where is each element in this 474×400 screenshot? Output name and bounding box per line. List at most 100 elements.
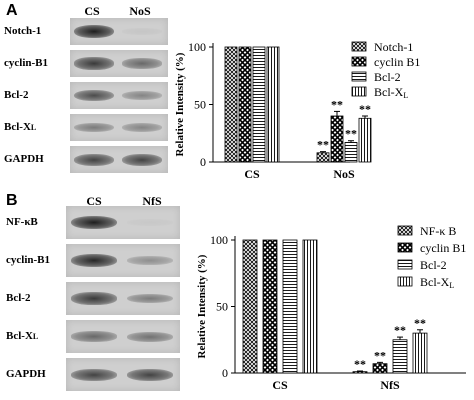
lane-label-nfs: NfS [142,194,162,208]
blot-band [74,89,114,102]
y-tick-label: 50 [194,98,206,112]
bar-cs-bcl-xl [302,239,318,374]
bar-nfs-bcl-xl [412,332,428,374]
blot-strip-cyclin-b1 [66,244,180,277]
western-blot-a: CS NoS Notch-1 cyclin-B1 Bcl-2 Bcl-XL GAPDH [0,0,170,190]
blot-label-gapdh: GAPDH [4,152,44,165]
significance-mark: ** [331,97,343,111]
legend-swatch [351,71,367,82]
significance-mark: ** [354,357,366,371]
significance-mark: ** [374,348,386,362]
bar-nos-cyclin-b1 [330,115,344,163]
blot-band [122,153,162,166]
blot-band [122,122,162,133]
x-tick-label-cs: CS [244,167,260,181]
blot-band [122,90,162,101]
bar-nos-bcl-2 [344,142,358,163]
y-tick-label: 50 [216,300,228,314]
blot-label-notch-1: Notch-1 [4,24,42,37]
bar-nfs-bcl-2 [392,339,408,374]
legend-label-nf-b: NF-κ B [420,224,456,238]
x-tick-label-nos: NoS [333,167,355,181]
bar-nos-notch-1 [316,152,330,163]
blot-strip-bcl-2 [66,282,180,315]
significance-mark: ** [345,127,357,141]
blot-label-cyclin-b1: cyclin-B1 [4,56,48,69]
legend-label-bcl-2: Bcl-2 [420,258,447,272]
x-tick-label-nfs: NfS [380,378,400,392]
y-tick-label: 100 [188,40,206,54]
blot-label-gapdh: GAPDH [6,367,46,380]
y-tick-label: 100 [210,233,228,247]
blot-band [74,153,114,166]
blot-strip-notch-1 [70,18,168,45]
bar-cs-notch-1 [224,46,238,163]
blot-band [74,24,114,39]
legend-label-cyclin-b1: cyclin B1 [420,241,466,255]
panel-letter: B [6,192,18,209]
blot-band [71,368,117,381]
legend-swatch [397,276,413,287]
lane-label-nos: NoS [129,4,151,18]
legend-swatch [351,86,367,97]
blot-band [127,368,173,381]
blot-strip-bcl-2 [70,82,168,109]
blot-band [71,292,117,305]
blot-label-cyclin-b1: cyclin-B1 [6,253,50,266]
blot-label-bcl-xl: Bcl-XL [6,329,39,342]
significance-mark: ** [359,102,371,116]
bar-cs-cyclin-b1 [262,239,278,374]
blot-band [127,331,173,342]
blot-band [127,293,173,304]
panel-letter: A [6,2,18,19]
blot-band [71,253,117,268]
y-axis-label: Relative Intensity (%) [174,52,186,156]
legend-label-bcl-xl: Bcl-XL [374,85,408,100]
blot-label-bcl-2: Bcl-2 [6,291,31,304]
legend-swatch [397,259,413,270]
blot-strip-gapdh [70,146,168,173]
bar-nfs-cyclin-b1 [372,363,388,374]
legend-label-notch-1: Notch-1 [374,40,413,54]
blot-label-bcl-2: Bcl-2 [4,88,29,101]
lane-label-cs: CS [86,194,102,208]
legend-label-cyclin-b1: cyclin B1 [374,55,420,69]
bar-cs-bcl-xl [266,46,280,163]
significance-mark: ** [394,323,406,337]
panel-b: B CS NfS NF-κB cyclin-B1 Bcl-2 Bcl-XL GAPDH … [0,190,474,400]
blot-strip-bcl-xl [70,114,168,141]
blot-band [71,331,117,342]
legend-swatch [351,56,367,67]
y-axis-label: Relative Intensity (%) [196,254,208,358]
western-blot-b: CS NfS NF-κB cyclin-B1 Bcl-2 Bcl-XL GAPDH [0,190,185,400]
bar-cs-nf-b [242,239,258,374]
blot-strip-bcl-xl [66,320,180,353]
significance-mark: ** [414,316,426,330]
blot-strip-cyclin-b1 [70,50,168,77]
x-tick-label-cs: CS [272,378,288,392]
bar-cs-bcl-2 [282,239,298,374]
bar-nos-bcl-xl [358,117,372,163]
blot-band [122,28,162,35]
y-tick-label: 0 [200,155,206,169]
legend-swatch [397,225,413,236]
blot-band [71,215,117,230]
legend-label-bcl-2: Bcl-2 [374,70,401,84]
blot-band [127,219,173,226]
legend-swatch [397,242,413,253]
blot-strip-nf-b [66,206,180,239]
blot-band [122,58,162,69]
lane-label-cs: CS [84,4,100,18]
blot-band [74,57,114,70]
significance-mark: ** [317,138,329,152]
blot-label-bcl-xl: Bcl-XL [4,120,37,133]
blot-band [127,256,173,265]
bar-cs-bcl-2 [252,46,266,163]
y-tick-label: 0 [222,366,228,380]
blot-label-nf-b: NF-κB [6,215,38,228]
legend-swatch [351,41,367,52]
bar-cs-cyclin-b1 [238,46,252,163]
blot-band [74,122,114,133]
